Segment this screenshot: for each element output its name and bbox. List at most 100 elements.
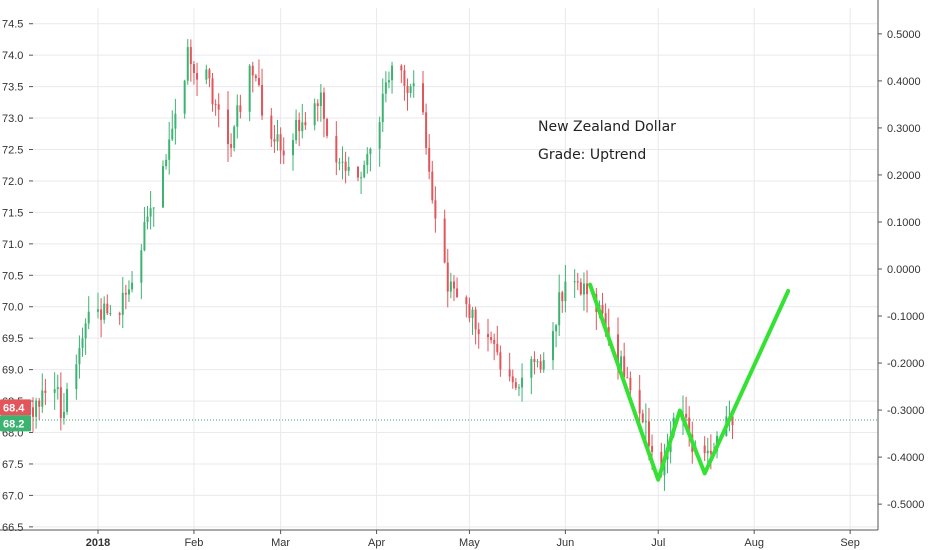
candle-body (87, 311, 90, 324)
candle-body (211, 78, 214, 105)
candle-body (109, 313, 112, 315)
candle-body (295, 119, 298, 141)
right-tick-label: 0.2000 (887, 170, 921, 182)
candle-body (617, 334, 619, 370)
candle-body (131, 282, 134, 290)
candle-body (251, 65, 254, 76)
candle-body (121, 292, 124, 315)
x-tick-label: Mar (271, 537, 290, 549)
candle-body (558, 292, 561, 326)
x-tick-label: Aug (744, 537, 764, 549)
candle-body (257, 77, 260, 86)
candle-body (579, 282, 582, 295)
candle-body (641, 413, 644, 423)
candle-body (273, 139, 276, 142)
annotation-title: New Zealand Dollar (538, 119, 676, 135)
candle-body (452, 281, 455, 289)
candle-body (391, 65, 394, 81)
candle-body (601, 304, 604, 314)
candle-body (140, 250, 143, 283)
x-tick-label: Jul (651, 537, 665, 549)
candle-body (84, 323, 87, 339)
left-tick-label: 71.0 (2, 239, 23, 251)
left-tick-label: 73.0 (2, 113, 23, 125)
candle-body (561, 292, 564, 302)
candle-body (576, 281, 579, 283)
candle-body (604, 313, 607, 328)
annotation-grade: Grade: Uptrend (538, 147, 646, 163)
candle-body (703, 445, 706, 454)
candle-body (456, 288, 459, 298)
candle-body (400, 65, 403, 71)
right-tick-label: 0.1000 (887, 217, 921, 229)
candle-body (162, 166, 164, 208)
candle-body (341, 161, 344, 163)
candle-body (38, 400, 41, 407)
candle-body (403, 70, 406, 86)
price-tag (0, 399, 31, 416)
grid (33, 8, 878, 530)
candle-body (552, 331, 554, 361)
candle-body (412, 83, 415, 87)
candle-body (124, 292, 127, 295)
candle-body (189, 47, 192, 65)
candle-body (477, 329, 480, 335)
candle-body (32, 407, 34, 417)
candle-body (378, 122, 381, 149)
candle-body (607, 327, 610, 335)
candle-body (366, 153, 369, 165)
candle-body (644, 421, 647, 423)
candle-body (471, 309, 474, 318)
candle-body (335, 135, 338, 163)
axes (0, 0, 879, 531)
candle-body (282, 150, 285, 156)
candle-body (434, 200, 437, 219)
candle-body (35, 400, 38, 417)
candle-body (517, 387, 520, 389)
candle-body (316, 103, 319, 107)
left-tick-label: 73.5 (2, 82, 23, 94)
candle-body (629, 377, 632, 391)
left-tick-label: 72.5 (2, 145, 23, 157)
candle-body (514, 382, 517, 388)
x-tick-label: Jun (557, 537, 575, 549)
right-tick-label: -0.4000 (887, 452, 924, 464)
candle-body (217, 104, 220, 110)
x-tick-label: May (459, 537, 480, 549)
candle-body (465, 297, 468, 305)
candle-body (78, 347, 81, 365)
candle-body (261, 85, 264, 116)
right-tick-label: -0.2000 (887, 358, 924, 370)
candle-body (533, 359, 536, 363)
candle-body (428, 147, 431, 172)
left-tick-label: 70.5 (2, 270, 23, 282)
candle-body (214, 104, 217, 106)
candle-body (248, 65, 251, 112)
right-tick-label: -0.1000 (887, 311, 924, 323)
candle-body (487, 334, 489, 338)
candle-body (75, 364, 78, 390)
left-tick-label: 69.0 (2, 365, 23, 377)
right-tick-label: -0.3000 (887, 405, 924, 417)
candle-body (706, 450, 709, 454)
candle-body (183, 80, 186, 114)
candle-body (276, 134, 279, 142)
candle-body (344, 161, 347, 171)
candle-body (536, 361, 539, 363)
candle-body (347, 166, 350, 171)
candle-body (406, 85, 409, 93)
candle-body (620, 356, 623, 370)
candle-body (304, 122, 307, 126)
candle-body (409, 86, 412, 93)
candle-body (322, 92, 325, 120)
candle-body (446, 262, 449, 292)
candle-body (236, 105, 239, 127)
candle-body (239, 105, 242, 112)
price-tag-label: 68.4 (3, 402, 25, 414)
candle-body (227, 109, 229, 145)
x-tick-label: Feb (184, 537, 203, 549)
candle-body (586, 283, 589, 295)
candle-body (313, 103, 316, 126)
candle-body (41, 390, 44, 407)
candle-body (298, 119, 301, 132)
